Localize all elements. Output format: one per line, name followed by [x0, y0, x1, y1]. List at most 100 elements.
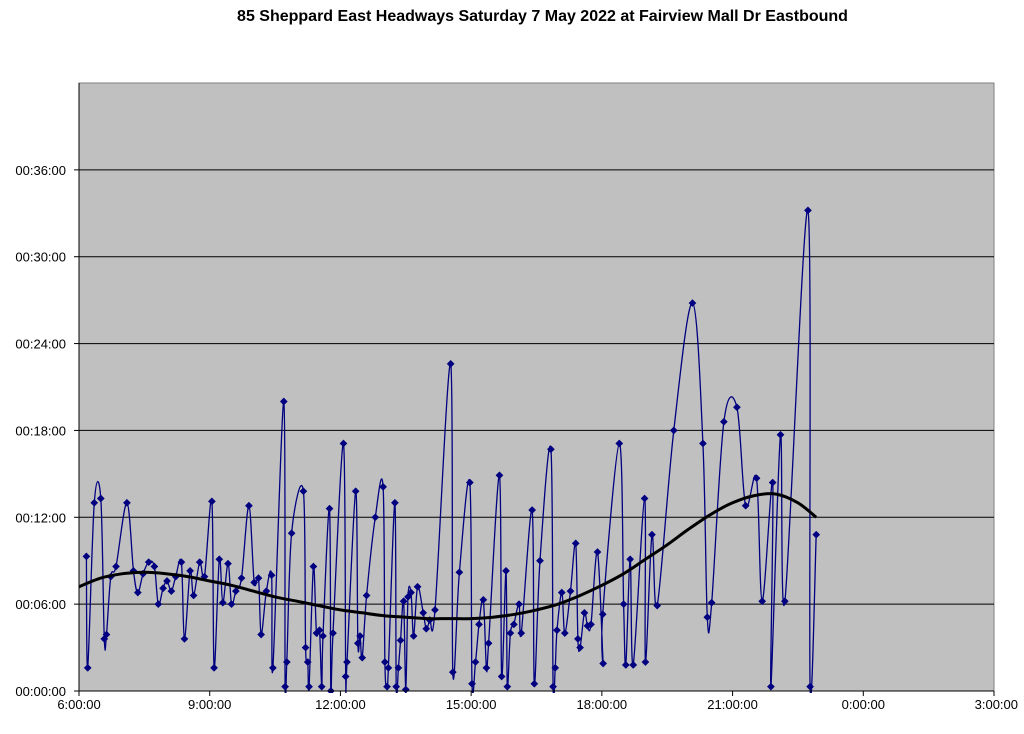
- data-point: [573, 634, 582, 643]
- y-tick-label: 00:12:00: [15, 510, 66, 525]
- data-point: [768, 478, 777, 487]
- data-point: [82, 552, 91, 561]
- data-point: [351, 487, 360, 496]
- data-point: [812, 530, 821, 539]
- data-point: [257, 630, 266, 639]
- data-point: [305, 682, 314, 691]
- data-point: [210, 663, 219, 672]
- data-point: [254, 574, 263, 583]
- data-point: [698, 439, 707, 448]
- data-point: [806, 682, 815, 691]
- data-point: [446, 359, 455, 368]
- data-point: [495, 471, 504, 480]
- y-tick-label: 00:06:00: [15, 597, 66, 612]
- data-point: [707, 598, 716, 607]
- data-point: [83, 663, 92, 672]
- data-point: [362, 591, 371, 600]
- data-point: [339, 439, 348, 448]
- y-tick-label: 00:18:00: [15, 423, 66, 438]
- data-point: [383, 682, 392, 691]
- data-point: [803, 206, 812, 215]
- x-tick-label: 15:00:00: [446, 697, 497, 712]
- data-point: [482, 663, 491, 672]
- data-point: [150, 562, 159, 571]
- data-point: [268, 663, 277, 672]
- y-tick-label: 00:30:00: [15, 250, 66, 265]
- data-point: [317, 682, 326, 691]
- data-point: [752, 474, 761, 483]
- data-point: [530, 679, 539, 688]
- data-point: [593, 548, 602, 556]
- data-point: [641, 658, 650, 667]
- data-point: [159, 584, 168, 593]
- data-point: [237, 574, 246, 583]
- data-point: [279, 397, 288, 406]
- data-point: [549, 682, 558, 691]
- data-point: [250, 578, 259, 587]
- data-point: [528, 506, 537, 515]
- data-point: [619, 600, 628, 609]
- data-point: [648, 530, 656, 539]
- data-point: [267, 571, 276, 580]
- data-point: [281, 682, 290, 691]
- y-tick-label: 00:36:00: [15, 163, 66, 178]
- data-point: [503, 682, 512, 691]
- data-point: [380, 658, 389, 667]
- data-point: [144, 558, 153, 567]
- data-point: [509, 620, 518, 629]
- data-point: [112, 562, 120, 571]
- y-tick-label: 00:00:00: [15, 684, 66, 699]
- data-point: [629, 660, 638, 669]
- data-point: [719, 417, 728, 426]
- data-point: [207, 497, 216, 506]
- data-point: [776, 430, 785, 439]
- data-point: [96, 494, 105, 503]
- data-point: [167, 587, 176, 596]
- data-point: [732, 403, 741, 412]
- data-point: [218, 598, 227, 607]
- data-point: [231, 587, 240, 596]
- data-point: [780, 597, 789, 606]
- data-point: [227, 600, 236, 609]
- x-tick-label: 12:00:00: [315, 697, 366, 712]
- data-point: [536, 556, 544, 565]
- data-point: [189, 591, 198, 600]
- data-point: [626, 555, 635, 564]
- data-point: [515, 600, 524, 609]
- data-point: [741, 501, 750, 510]
- data-point: [571, 539, 580, 548]
- axes: 00:00:00 00:06:00 00:12:00 00:18:00 00:24:00…: [15, 83, 1018, 712]
- y-tick-label: 00:24:00: [15, 337, 66, 352]
- data-point: [299, 487, 308, 496]
- data-point: [413, 582, 422, 591]
- data-point: [566, 587, 575, 596]
- data-point: [546, 445, 555, 454]
- data-point: [329, 629, 337, 638]
- data-point: [356, 632, 364, 640]
- headway-series: [82, 206, 821, 693]
- data-point: [502, 566, 510, 575]
- data-point: [154, 600, 163, 609]
- data-point: [301, 643, 310, 652]
- data-point: [703, 613, 712, 622]
- x-tick-label: 0:00:00: [842, 697, 885, 712]
- data-point: [309, 562, 318, 571]
- data-point: [560, 629, 569, 638]
- data-point: [180, 634, 189, 643]
- x-tick-label: 18:00:00: [577, 697, 628, 712]
- data-point: [621, 660, 630, 669]
- data-point: [640, 494, 649, 503]
- data-point: [379, 482, 388, 491]
- data-point: [455, 568, 464, 577]
- data-point: [669, 426, 678, 435]
- data-point: [766, 682, 775, 691]
- data-point: [506, 629, 515, 638]
- data-point: [551, 663, 560, 672]
- data-point: [102, 630, 111, 639]
- trend-series: [79, 492, 818, 621]
- gridlines: [79, 169, 994, 605]
- headway-line: [85, 209, 817, 693]
- plot-area: [78, 82, 995, 692]
- data-point: [448, 668, 457, 677]
- data-point: [392, 682, 401, 691]
